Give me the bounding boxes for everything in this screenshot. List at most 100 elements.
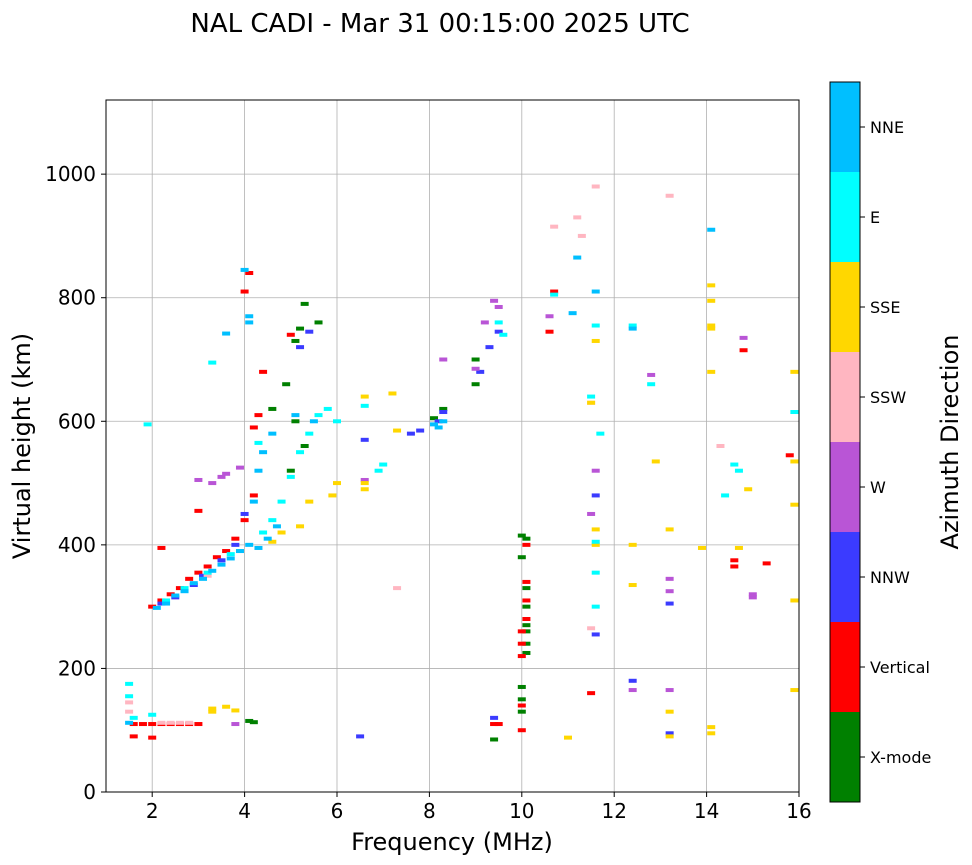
point-e xyxy=(379,462,388,467)
point-e xyxy=(596,431,605,436)
point-vertical xyxy=(203,564,212,569)
point-x-mode xyxy=(522,623,531,628)
point-e xyxy=(591,604,600,609)
point-nnw xyxy=(490,715,499,720)
point-e xyxy=(374,468,383,473)
point-vertical xyxy=(545,329,554,334)
colorbar-segment xyxy=(830,82,860,172)
point-x-mode xyxy=(517,709,526,714)
point-e xyxy=(721,493,730,498)
point-e xyxy=(162,598,171,603)
point-x-mode xyxy=(286,468,295,473)
point-vertical xyxy=(157,545,166,550)
point-nne xyxy=(707,227,716,232)
point-e xyxy=(259,530,268,535)
point-sse xyxy=(707,326,716,331)
point-nne xyxy=(259,450,268,455)
point-vertical xyxy=(517,703,526,708)
point-nnw xyxy=(199,573,208,578)
point-nne xyxy=(152,605,161,610)
point-w xyxy=(587,511,596,516)
point-sse xyxy=(591,542,600,547)
point-sse xyxy=(790,502,799,507)
point-ssw xyxy=(591,184,600,189)
point-vertical xyxy=(550,289,559,294)
y-tick-label: 200 xyxy=(58,656,96,680)
point-nnw xyxy=(628,678,637,683)
point-ssw xyxy=(125,700,134,705)
point-sse xyxy=(268,539,277,544)
point-w xyxy=(628,688,637,693)
point-x-mode xyxy=(522,586,531,591)
point-sse xyxy=(360,394,369,399)
point-e xyxy=(254,440,263,445)
point-sse xyxy=(707,283,716,288)
point-nnw xyxy=(591,493,600,498)
point-nne xyxy=(245,314,254,319)
point-vertical xyxy=(245,271,254,275)
point-e xyxy=(268,518,277,523)
point-w xyxy=(591,468,600,473)
point-w xyxy=(480,320,489,325)
point-x-mode xyxy=(282,382,291,387)
point-sse xyxy=(665,709,674,714)
point-ssw xyxy=(665,193,674,198)
point-vertical xyxy=(494,722,503,727)
point-x-mode xyxy=(522,641,531,646)
point-nne xyxy=(180,589,189,594)
point-nnw xyxy=(591,632,600,637)
colorbar-frame xyxy=(829,81,861,803)
x-tick-label: 6 xyxy=(331,799,344,823)
point-vertical xyxy=(148,735,157,740)
point-vertical xyxy=(138,722,147,727)
point-e xyxy=(148,712,157,717)
point-sse xyxy=(564,735,572,740)
point-x-mode xyxy=(291,419,300,424)
point-vertical xyxy=(259,369,268,374)
point-nne xyxy=(240,267,249,272)
point-e xyxy=(587,394,596,399)
y-tick-label: 400 xyxy=(58,533,96,557)
point-sse xyxy=(388,391,397,396)
point-ssw xyxy=(185,720,194,725)
point-nne xyxy=(125,720,134,725)
colorbar-segment xyxy=(830,172,860,262)
point-nne xyxy=(254,545,263,550)
point-sse xyxy=(651,459,660,464)
point-sse xyxy=(231,708,240,713)
y-tick-label: 1000 xyxy=(45,162,96,186)
point-w xyxy=(235,465,244,470)
point-sse xyxy=(707,369,716,374)
point-nnw xyxy=(416,428,425,433)
point-e xyxy=(226,552,235,557)
point-vertical xyxy=(517,654,526,659)
point-e xyxy=(730,462,739,467)
plot-frame xyxy=(105,99,800,793)
point-vertical xyxy=(522,617,531,621)
point-w xyxy=(665,589,674,594)
point-sse xyxy=(277,530,286,535)
point-nnw xyxy=(305,329,314,334)
point-nnw xyxy=(406,431,415,436)
point-nne xyxy=(430,422,439,427)
point-vertical xyxy=(212,555,221,560)
point-nne xyxy=(199,576,208,581)
point-sse xyxy=(305,499,314,504)
point-nne xyxy=(291,413,300,418)
point-sse xyxy=(707,731,716,736)
point-e xyxy=(296,450,305,455)
point-nne xyxy=(162,601,171,606)
point-w xyxy=(748,592,757,597)
point-e xyxy=(628,323,637,328)
point-x-mode xyxy=(471,357,480,362)
point-x-mode xyxy=(522,604,531,609)
point-w xyxy=(665,576,674,581)
point-x-mode xyxy=(522,536,531,541)
point-e xyxy=(591,323,600,328)
point-vertical xyxy=(166,592,175,597)
x-tick-label: 8 xyxy=(423,799,436,823)
point-e xyxy=(305,431,314,436)
x-tick-label: 4 xyxy=(238,799,251,823)
point-w xyxy=(222,471,231,476)
